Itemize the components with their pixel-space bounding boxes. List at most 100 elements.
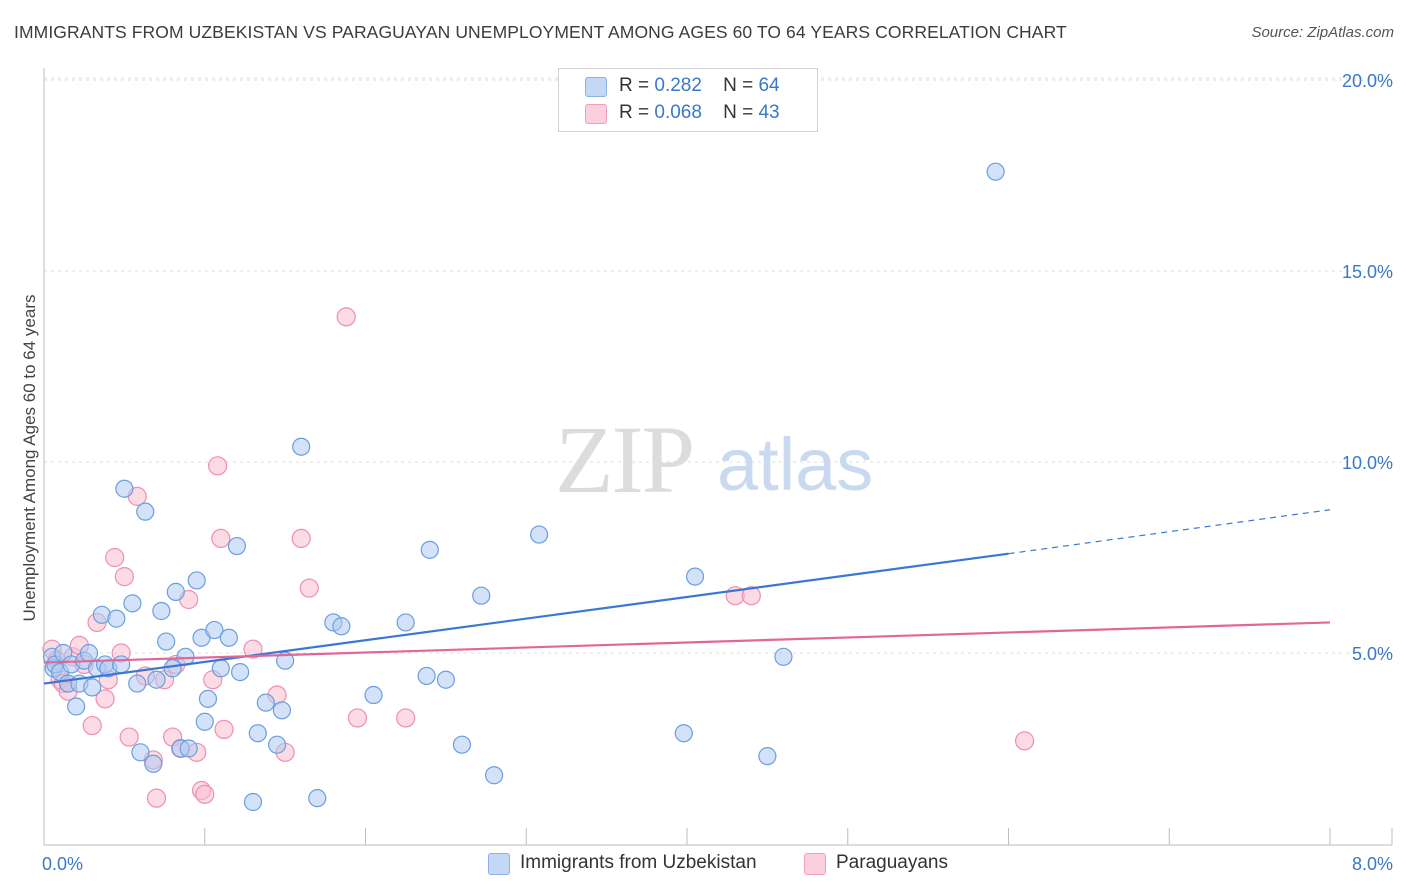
watermark: ZIP atlas <box>555 406 873 513</box>
data-point <box>114 566 134 587</box>
data-point <box>214 719 234 740</box>
data-point <box>396 613 415 632</box>
data-point <box>436 670 455 689</box>
data-point <box>82 715 102 736</box>
legend-r-value: 0.282 <box>654 75 702 96</box>
bottom-legend-label-uzbekistan: Immigrants from Uzbekistan <box>520 852 757 873</box>
chart-title: IMMIGRANTS FROM UZBEKISTAN VS PARAGUAYAN… <box>14 22 1067 42</box>
data-point <box>179 739 198 758</box>
data-point <box>347 708 368 728</box>
data-point <box>420 540 439 559</box>
data-point <box>195 784 215 804</box>
data-point <box>530 525 549 544</box>
data-point <box>774 647 793 666</box>
legend-n-value: 43 <box>758 102 780 123</box>
data-point <box>128 674 147 693</box>
legend-n-label: N = <box>723 75 754 96</box>
data-point <box>986 162 1005 181</box>
data-point <box>272 701 292 720</box>
data-point <box>198 689 218 708</box>
y-tick-label: 10.0% <box>1342 453 1393 473</box>
data-point <box>308 789 327 808</box>
x-tick-label-max: 8.0% <box>1352 854 1393 874</box>
data-point <box>79 643 99 663</box>
y-tick-label: 20.0% <box>1342 71 1393 91</box>
watermark-atlas: atlas <box>717 423 873 506</box>
data-point <box>211 659 230 678</box>
data-point <box>105 547 125 568</box>
data-point <box>685 567 705 586</box>
data-point <box>1014 731 1035 751</box>
data-point <box>248 724 267 743</box>
data-point <box>472 586 491 605</box>
data-point <box>485 766 504 785</box>
data-point <box>152 601 171 621</box>
y-tick-label: 15.0% <box>1342 262 1393 282</box>
trend-line-uzbekistan <box>43 552 1009 685</box>
data-point <box>674 724 693 743</box>
uzbekistan-points <box>42 162 1005 812</box>
legend-r-value: 0.068 <box>654 102 702 123</box>
grid-lines <box>44 77 1392 654</box>
axes <box>43 68 1393 846</box>
legend-r-label: R = <box>619 102 650 123</box>
data-point <box>115 479 134 498</box>
data-point <box>299 578 319 598</box>
x-tick-label-min: 0.0% <box>42 854 83 874</box>
y-tick-label: 5.0% <box>1352 644 1393 664</box>
bottom-legend-label-paraguayans: Paraguayans <box>836 852 948 873</box>
data-point <box>256 693 275 712</box>
data-point <box>364 685 383 705</box>
data-point <box>758 747 777 766</box>
trend-line-uzbekistan-projection <box>1008 509 1331 555</box>
trend-lines <box>43 509 1331 685</box>
data-point <box>267 735 287 754</box>
data-point <box>227 536 246 556</box>
data-point <box>208 456 228 476</box>
trend-line-paraguayans <box>43 621 1331 664</box>
data-point <box>119 727 139 747</box>
legend-swatch-paraguayans <box>585 104 607 124</box>
data-point <box>336 307 356 327</box>
data-point <box>332 617 351 636</box>
data-point <box>157 632 176 651</box>
watermark-zip: ZIP <box>555 406 693 513</box>
data-point <box>107 609 126 628</box>
data-point <box>231 662 250 682</box>
data-point <box>211 528 231 549</box>
bottom-legend-swatch-paraguayans <box>804 853 826 875</box>
data-point <box>112 655 131 674</box>
data-point <box>741 586 761 606</box>
data-point <box>205 620 224 640</box>
data-point <box>243 639 263 659</box>
data-point <box>67 697 86 716</box>
data-point <box>136 502 155 521</box>
source-label: Source: ZipAtlas.com <box>1251 24 1394 41</box>
data-point <box>417 666 436 686</box>
data-point <box>291 528 311 549</box>
data-point <box>166 582 185 601</box>
data-point <box>95 689 115 709</box>
data-point <box>123 594 142 613</box>
correlation-legend: R = 0.282 N = 64 R = 0.068 N = 43 <box>558 68 818 132</box>
data-point <box>187 571 206 590</box>
legend-swatch-uzbekistan <box>585 77 607 97</box>
data-point <box>146 788 167 808</box>
paraguayans-points <box>42 307 1035 808</box>
legend-n-label: N = <box>723 102 754 123</box>
data-point <box>219 628 238 647</box>
data-point <box>83 678 102 697</box>
legend-n-value: 64 <box>758 75 780 96</box>
bottom-legend-swatch-uzbekistan <box>488 853 510 875</box>
data-point <box>396 708 416 728</box>
data-point <box>452 735 472 754</box>
data-point <box>144 754 163 773</box>
data-point <box>243 792 263 812</box>
data-point <box>292 437 311 456</box>
data-point <box>131 743 150 762</box>
data-point <box>195 712 214 731</box>
data-point <box>147 670 166 689</box>
tick-labels: 5.0% 10.0% 15.0% 20.0% 0.0% 8.0% <box>42 71 1393 874</box>
legend-r-label: R = <box>619 75 650 96</box>
